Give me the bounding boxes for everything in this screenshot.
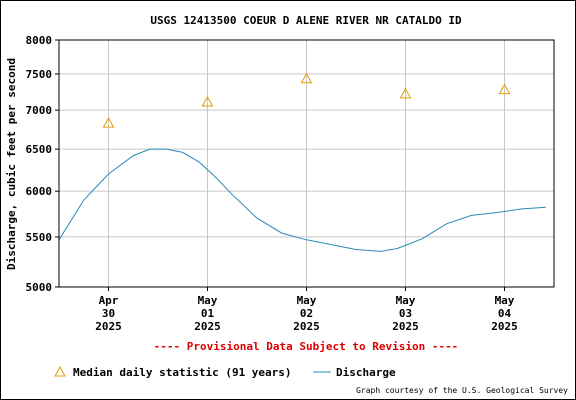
y-tick-label: 7500 bbox=[26, 68, 53, 81]
x-axis-ticks: Apr302025May012025May022025May032025May0… bbox=[95, 287, 518, 333]
x-tick-label: 2025 bbox=[491, 320, 518, 333]
x-tick-label: 30 bbox=[102, 307, 115, 320]
legend-median-marker bbox=[54, 365, 66, 377]
provisional-notice: ---- Provisional Data Subject to Revisio… bbox=[154, 340, 459, 353]
legend-median-label: Median daily statistic (91 years) bbox=[73, 366, 292, 379]
x-tick-label: 02 bbox=[300, 307, 313, 320]
x-tick-label: Apr bbox=[99, 294, 119, 307]
plot-marks bbox=[58, 72, 546, 252]
x-tick-label: 2025 bbox=[95, 320, 122, 333]
median-marker bbox=[399, 87, 412, 99]
x-tick-label: May bbox=[396, 294, 416, 307]
median-marker bbox=[102, 117, 115, 128]
x-tick-label: 2025 bbox=[194, 320, 221, 333]
x-tick-label: May bbox=[198, 294, 218, 307]
y-tick-label: 6500 bbox=[26, 143, 53, 156]
y-tick-label: 5000 bbox=[26, 281, 53, 294]
grid-lines bbox=[59, 39, 554, 288]
x-tick-label: 2025 bbox=[392, 320, 419, 333]
x-tick-label: 2025 bbox=[293, 320, 320, 333]
legend-discharge-label: Discharge bbox=[336, 366, 396, 379]
x-tick-label: 01 bbox=[201, 307, 215, 320]
x-tick-label: May bbox=[297, 294, 317, 307]
x-tick-label: May bbox=[495, 294, 515, 307]
y-axis-ticks: 5000 5500 6000 6500 7000 7500 8000 bbox=[26, 34, 59, 294]
y-tick-label: 8000 bbox=[26, 34, 53, 47]
y-axis-label: Discharge, cubic feet per second bbox=[5, 58, 18, 270]
plot-area-border bbox=[58, 39, 555, 288]
discharge-line bbox=[58, 148, 546, 252]
median-marker bbox=[300, 72, 313, 84]
y-tick-label: 7000 bbox=[26, 104, 53, 117]
x-tick-label: 03 bbox=[399, 307, 412, 320]
chart-title: USGS 12413500 COEUR D ALENE RIVER NR CAT… bbox=[150, 14, 462, 27]
credit-text: Graph courtesy of the U.S. Geological Su… bbox=[356, 386, 568, 395]
x-tick-label: 04 bbox=[498, 307, 512, 320]
y-tick-label: 5500 bbox=[26, 231, 53, 244]
y-tick-label: 6000 bbox=[26, 185, 53, 198]
median-marker bbox=[498, 83, 511, 95]
median-marker bbox=[201, 95, 214, 107]
